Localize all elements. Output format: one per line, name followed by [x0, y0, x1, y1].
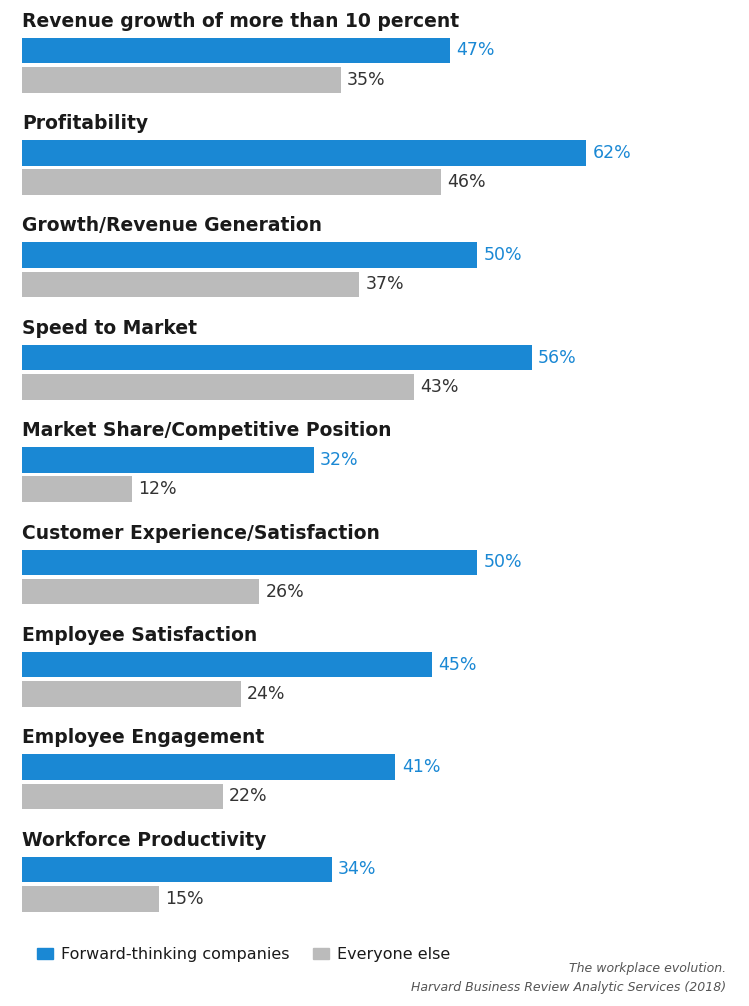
Text: Customer Experience/Satisfaction: Customer Experience/Satisfaction [22, 523, 380, 542]
Text: 37%: 37% [366, 276, 404, 294]
Text: 24%: 24% [247, 685, 285, 703]
Text: Employee Satisfaction: Employee Satisfaction [22, 626, 258, 645]
Text: 32%: 32% [320, 451, 359, 469]
Bar [22, 652, 431, 677]
Text: Profitability: Profitability [22, 114, 148, 133]
Bar [22, 37, 450, 63]
Bar [22, 345, 532, 370]
Text: Growth/Revenue Generation: Growth/Revenue Generation [22, 216, 323, 235]
Text: 45%: 45% [438, 656, 476, 674]
Text: 56%: 56% [538, 348, 577, 366]
Bar [22, 549, 477, 575]
Bar [22, 886, 159, 911]
Text: 43%: 43% [420, 378, 458, 396]
Text: Employee Engagement: Employee Engagement [22, 728, 264, 747]
Bar [22, 67, 341, 93]
Text: 35%: 35% [347, 70, 386, 89]
Bar [22, 578, 259, 605]
Bar [22, 681, 240, 707]
Text: Speed to Market: Speed to Market [22, 319, 198, 338]
Bar [22, 784, 222, 809]
Text: 46%: 46% [447, 173, 486, 191]
Text: Workforce Productivity: Workforce Productivity [22, 831, 267, 850]
Bar [22, 374, 413, 399]
Text: 34%: 34% [338, 860, 377, 878]
Bar [22, 477, 132, 502]
Bar [22, 272, 359, 298]
Text: 50%: 50% [484, 246, 522, 265]
Bar [22, 447, 314, 473]
Text: 12%: 12% [138, 480, 177, 498]
Text: 50%: 50% [484, 553, 522, 571]
Text: 26%: 26% [265, 582, 304, 601]
Text: 47%: 47% [456, 41, 495, 59]
Text: 22%: 22% [229, 788, 267, 806]
Legend: Forward-thinking companies, Everyone else: Forward-thinking companies, Everyone els… [31, 941, 457, 968]
Bar [22, 857, 332, 882]
Text: 41%: 41% [401, 759, 440, 776]
Text: 62%: 62% [592, 144, 631, 162]
Text: Revenue growth of more than 10 percent: Revenue growth of more than 10 percent [22, 12, 460, 30]
Bar [22, 169, 441, 195]
Text: The workplace evolution.
Harvard Business Review Analytic Services (2018): The workplace evolution. Harvard Busines… [411, 962, 727, 994]
Bar [22, 140, 586, 166]
Bar [22, 754, 395, 780]
Text: 15%: 15% [166, 889, 204, 907]
Text: Market Share/Competitive Position: Market Share/Competitive Position [22, 422, 392, 441]
Bar [22, 242, 477, 268]
